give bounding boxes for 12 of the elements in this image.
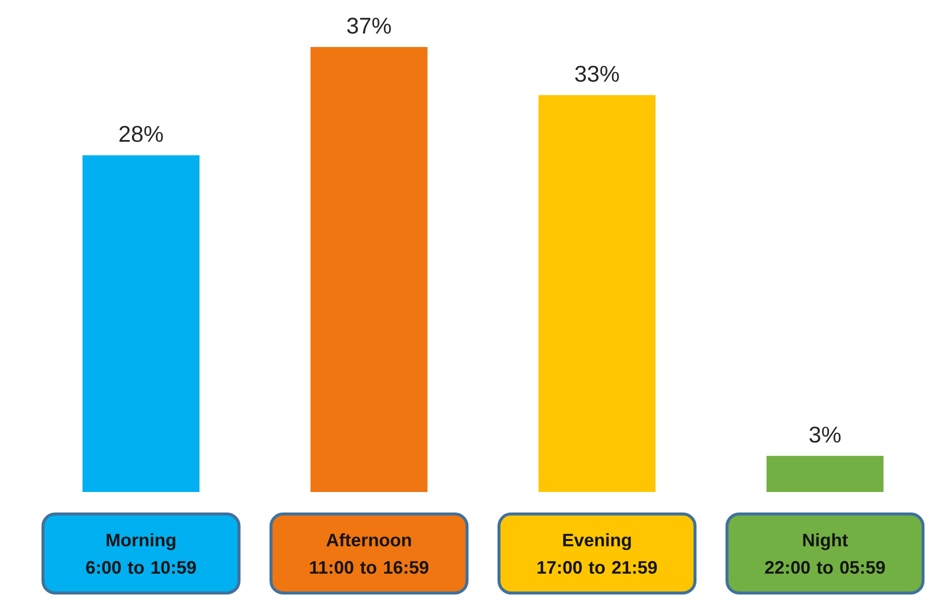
bar bbox=[310, 47, 428, 492]
data-label: 28% bbox=[119, 126, 163, 142]
data-label: 3% bbox=[809, 426, 841, 443]
data-label: 33% bbox=[575, 66, 619, 82]
x-tick-label: Night 22:00 to 05:59 bbox=[765, 533, 885, 574]
bar bbox=[538, 95, 656, 492]
bar bbox=[766, 456, 884, 492]
x-tick-label: Evening 17:00 to 21:59 bbox=[538, 533, 657, 574]
x-tick-label: Morning 6:00 to 10:59 bbox=[86, 533, 196, 574]
data-label: 37% bbox=[347, 18, 391, 34]
x-tick-label: Afternoon 11:00 to 16:59 bbox=[310, 533, 428, 574]
bar bbox=[82, 155, 200, 492]
